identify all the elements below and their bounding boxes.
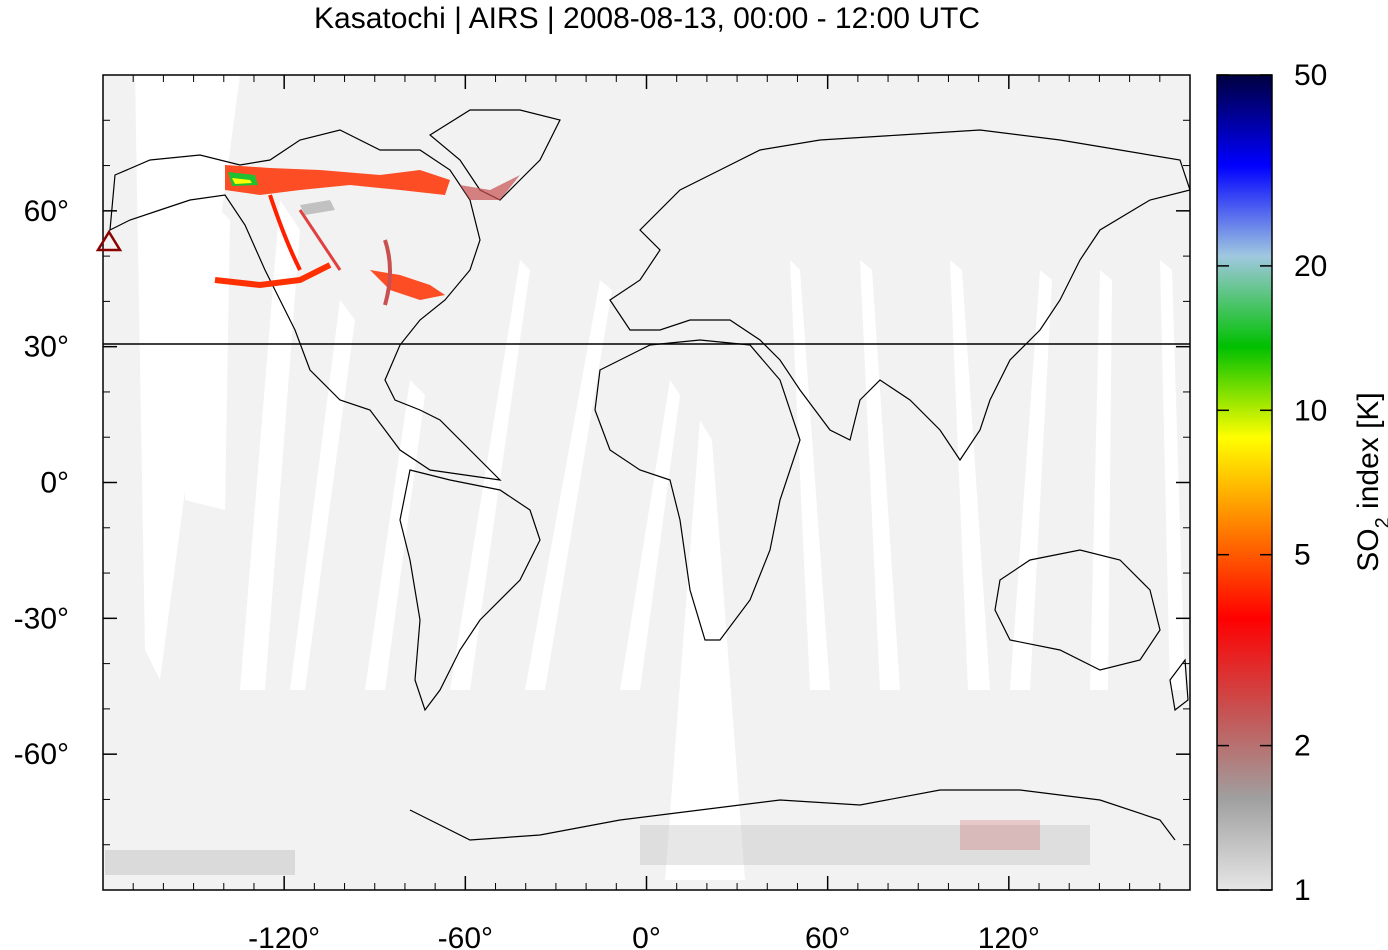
- coast-eurasia: [609, 129, 1190, 462]
- colorbar-tick-label: 50: [1294, 59, 1327, 92]
- y-axis-ticks: 60° 30° 0° -30° -60°: [14, 195, 1190, 771]
- colorbar-tick-label: 5: [1294, 539, 1311, 572]
- plume-yellow: [232, 178, 252, 184]
- coast-south-america: [399, 469, 541, 712]
- plume-core: [225, 165, 450, 195]
- x-tick-label: 0°: [632, 922, 661, 950]
- y-tick-label: -60°: [14, 738, 69, 771]
- y-tick-label: 60°: [24, 195, 69, 228]
- plume-arc-1: [268, 194, 302, 271]
- colorbar: 50 20 10 5 2 1 SO2 index [K]: [1216, 59, 1388, 907]
- coast-greenland: [428, 109, 561, 201]
- y-tick-label: 0°: [40, 467, 69, 500]
- plume-faint: [300, 200, 335, 215]
- plume-east-arc: [383, 239, 392, 306]
- minor-ticks: [103, 75, 1190, 890]
- colorbar-ramp: [1216, 74, 1273, 891]
- so2-plume: [214, 165, 520, 306]
- volcano-marker: [95, 229, 123, 252]
- colorbar-tick-label: 10: [1294, 394, 1327, 427]
- swath-gaps: [135, 75, 1185, 880]
- colorbar-label: SO2 index [K]: [1352, 392, 1388, 572]
- coastlines: [109, 109, 1190, 841]
- x-tick-label: 60°: [805, 922, 850, 950]
- coast-australia: [994, 549, 1161, 671]
- y-tick-label: -30°: [14, 602, 69, 635]
- y-tick-label: 30°: [24, 331, 69, 364]
- coast-new-zealand: [1169, 658, 1189, 712]
- colorbar-tick-label: 2: [1294, 730, 1311, 763]
- x-tick-label: 120°: [978, 922, 1040, 950]
- coast-antarctica: [409, 789, 1176, 841]
- map-panel: [103, 75, 1190, 890]
- colorbar-ticks: 50 20 10 5 2 1: [1217, 59, 1327, 907]
- coast-north-america: [109, 129, 502, 481]
- plume-arc-3: [298, 209, 342, 271]
- plume-arc-2: [214, 262, 332, 289]
- x-axis-ticks: -120° -60° 0° 60° 120°: [248, 75, 1040, 950]
- colorbar-tick-label: 20: [1294, 250, 1327, 283]
- plume-greenland: [460, 175, 520, 200]
- map-title: Kasatochi | AIRS | 2008-08-13, 00:00 - 1…: [314, 2, 980, 35]
- antarctic-noise: [105, 820, 1090, 875]
- colorbar-tick-label: 1: [1294, 874, 1311, 907]
- x-tick-label: -120°: [248, 922, 320, 950]
- x-tick-label: -60°: [438, 922, 493, 950]
